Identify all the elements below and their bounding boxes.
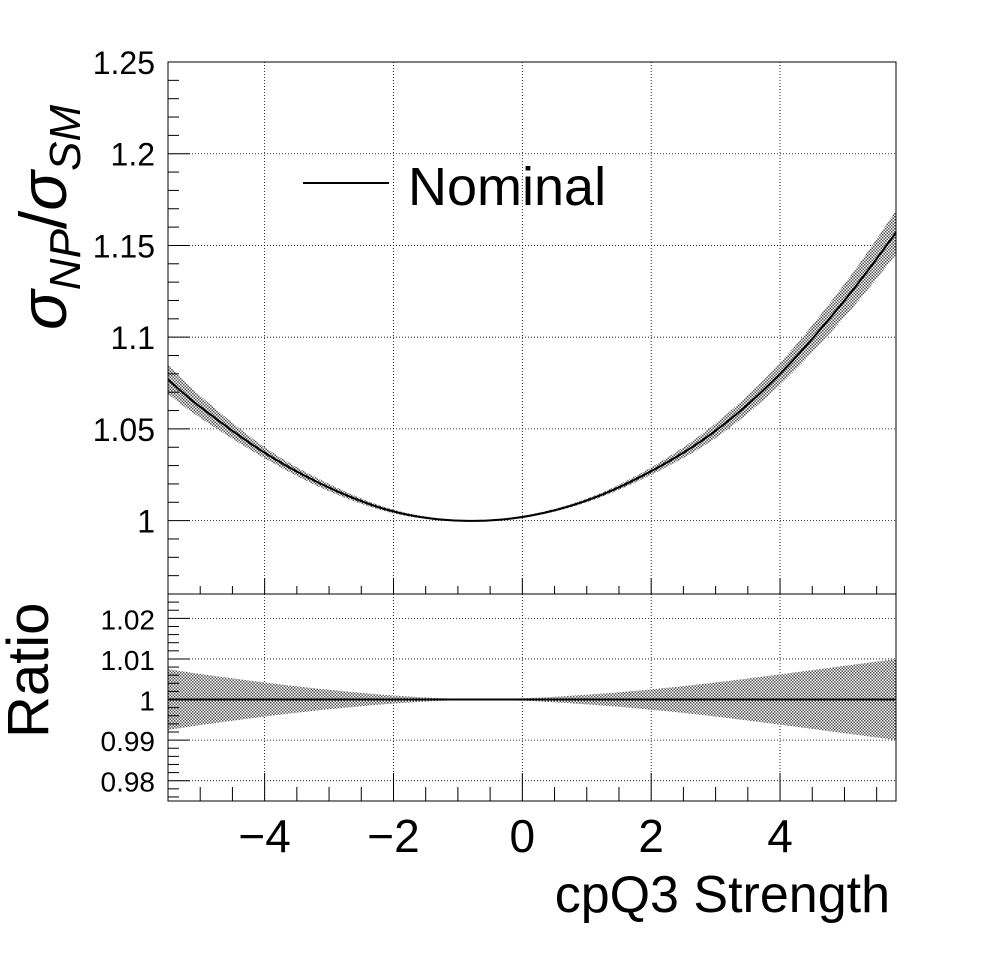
ratio-ytick-label: 0.98 [101, 767, 156, 798]
ratio-frame [167, 593, 897, 802]
ratio-ytick-label: 1.01 [101, 645, 156, 676]
ratio-ytick-labels: 0.98 0.99 1 1.01 1.02 [101, 604, 156, 797]
legend: Nominal [303, 157, 606, 217]
main-ticks [167, 61, 878, 595]
main-grid [168, 62, 896, 594]
x-axis-label: cpQ3 Strength [555, 866, 890, 924]
x-tick-label: 4 [767, 810, 793, 862]
main-y-axis-label: σNP/σSM [6, 105, 90, 330]
main-ytick-label: 1.15 [93, 228, 155, 264]
ratio-y-axis-label: Ratio [0, 603, 61, 738]
main-y-label-sub-sm: SM [41, 105, 90, 171]
legend-label-nominal: Nominal [408, 157, 606, 217]
main-y-label-sigma2: σ [6, 169, 80, 211]
main-ytick-labels: 1 1.05 1.1 1.15 1.2 1.25 [93, 45, 155, 540]
main-ytick-label: 1 [137, 504, 155, 540]
main-ytick-label: 1.25 [93, 45, 155, 81]
main-nominal-line [167, 232, 897, 522]
ratio-ytick-label: 1.02 [101, 604, 156, 635]
main-ytick-label: 1.1 [111, 320, 155, 356]
main-y-label-slash: / [6, 210, 80, 229]
main-ytick-label: 1.05 [93, 412, 155, 448]
ratio-ytick-label: 0.99 [101, 726, 156, 757]
x-tick-label: −4 [238, 810, 290, 862]
x-tick-labels: −4 −2 0 2 4 [238, 810, 792, 862]
main-y-label-sigma: σ [6, 288, 80, 330]
main-ytick-label: 1.2 [111, 137, 155, 173]
ratio-ytick-label: 1 [139, 686, 155, 717]
main-y-label-sub-np: NP [41, 228, 90, 290]
x-tick-label: −2 [367, 810, 419, 862]
x-tick-label: 0 [510, 810, 536, 862]
ratio-ticks [167, 593, 878, 801]
x-tick-label: 2 [638, 810, 664, 862]
